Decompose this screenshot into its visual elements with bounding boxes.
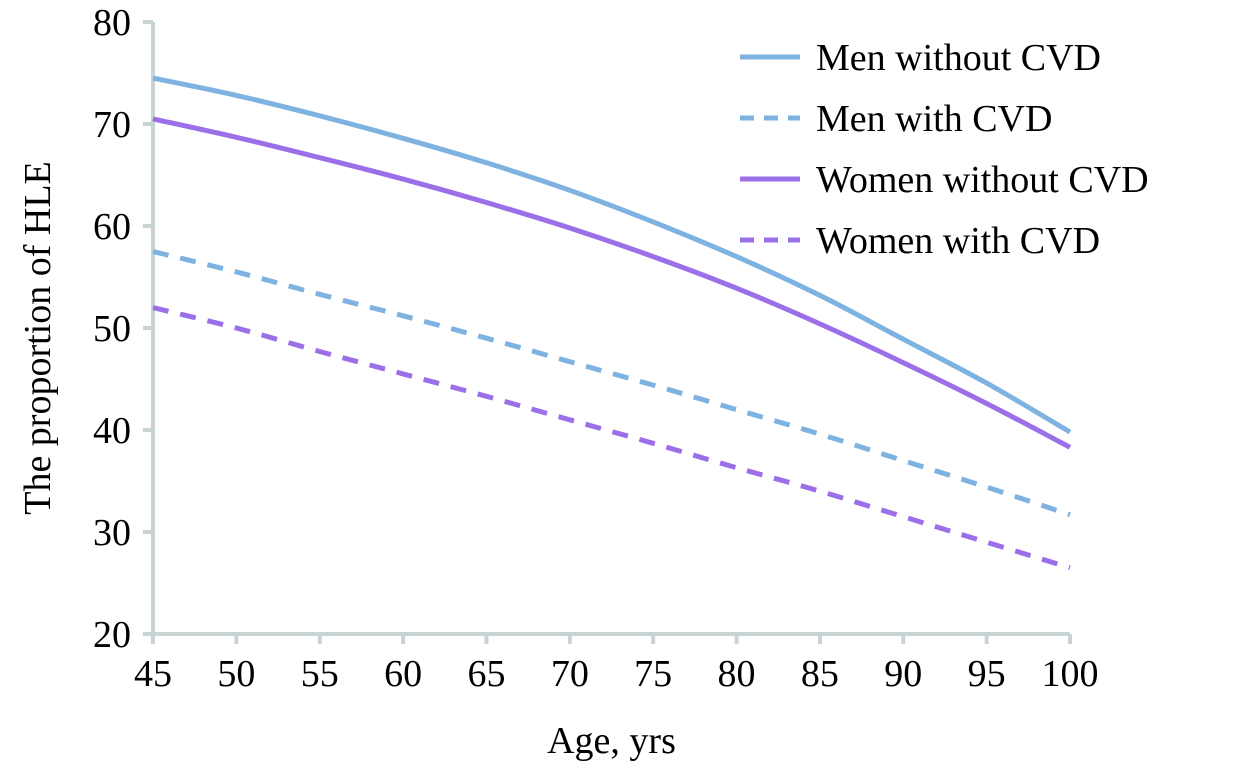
legend-label-women-with-cvd: Women with CVD [816, 220, 1100, 262]
x-tick-label: 100 [1042, 653, 1099, 695]
y-tick-label: 50 [93, 308, 131, 350]
y-tick-label: 40 [93, 410, 131, 452]
y-tick-label: 20 [93, 614, 131, 656]
axes: 20 30 40 50 60 70 80 45 50 55 60 65 70 75 80 85 90 95 100 [93, 2, 1099, 695]
series-line-women-with-cvd [152, 305, 1071, 571]
x-tick-label: 85 [801, 653, 839, 695]
y-tick-label: 70 [93, 104, 131, 146]
x-tick-label: 45 [134, 653, 172, 695]
series-line-men-without-cvd [152, 75, 1072, 435]
x-tick-label: 90 [884, 653, 922, 695]
series-line-women-without-cvd [152, 116, 1072, 450]
x-tick-label: 70 [551, 653, 589, 695]
y-tick-label: 60 [93, 206, 131, 248]
x-tick-label: 60 [384, 653, 422, 695]
x-tick-label: 65 [467, 653, 505, 695]
x-tick-label: 95 [968, 653, 1006, 695]
legend-label-women-without-cvd: Women without CVD [816, 159, 1149, 201]
x-tick-label: 50 [217, 653, 255, 695]
legend-label-men-with-cvd: Men with CVD [816, 98, 1052, 140]
legend: Men without CVD Men with CVD Women without… [740, 37, 1149, 262]
x-tick-label: 75 [634, 653, 672, 695]
x-axis-title: Age, yrs [547, 720, 676, 762]
x-tick-label: 55 [301, 653, 339, 695]
series-layer [152, 75, 1072, 571]
y-axis-title: The proportion of HLE [17, 161, 59, 515]
x-tick-label: 80 [718, 653, 756, 695]
y-tick-label: 30 [93, 512, 131, 554]
series-line-men-with-cvd [152, 249, 1071, 518]
legend-label-men-without-cvd: Men without CVD [816, 37, 1101, 79]
y-tick-label: 80 [93, 2, 131, 44]
